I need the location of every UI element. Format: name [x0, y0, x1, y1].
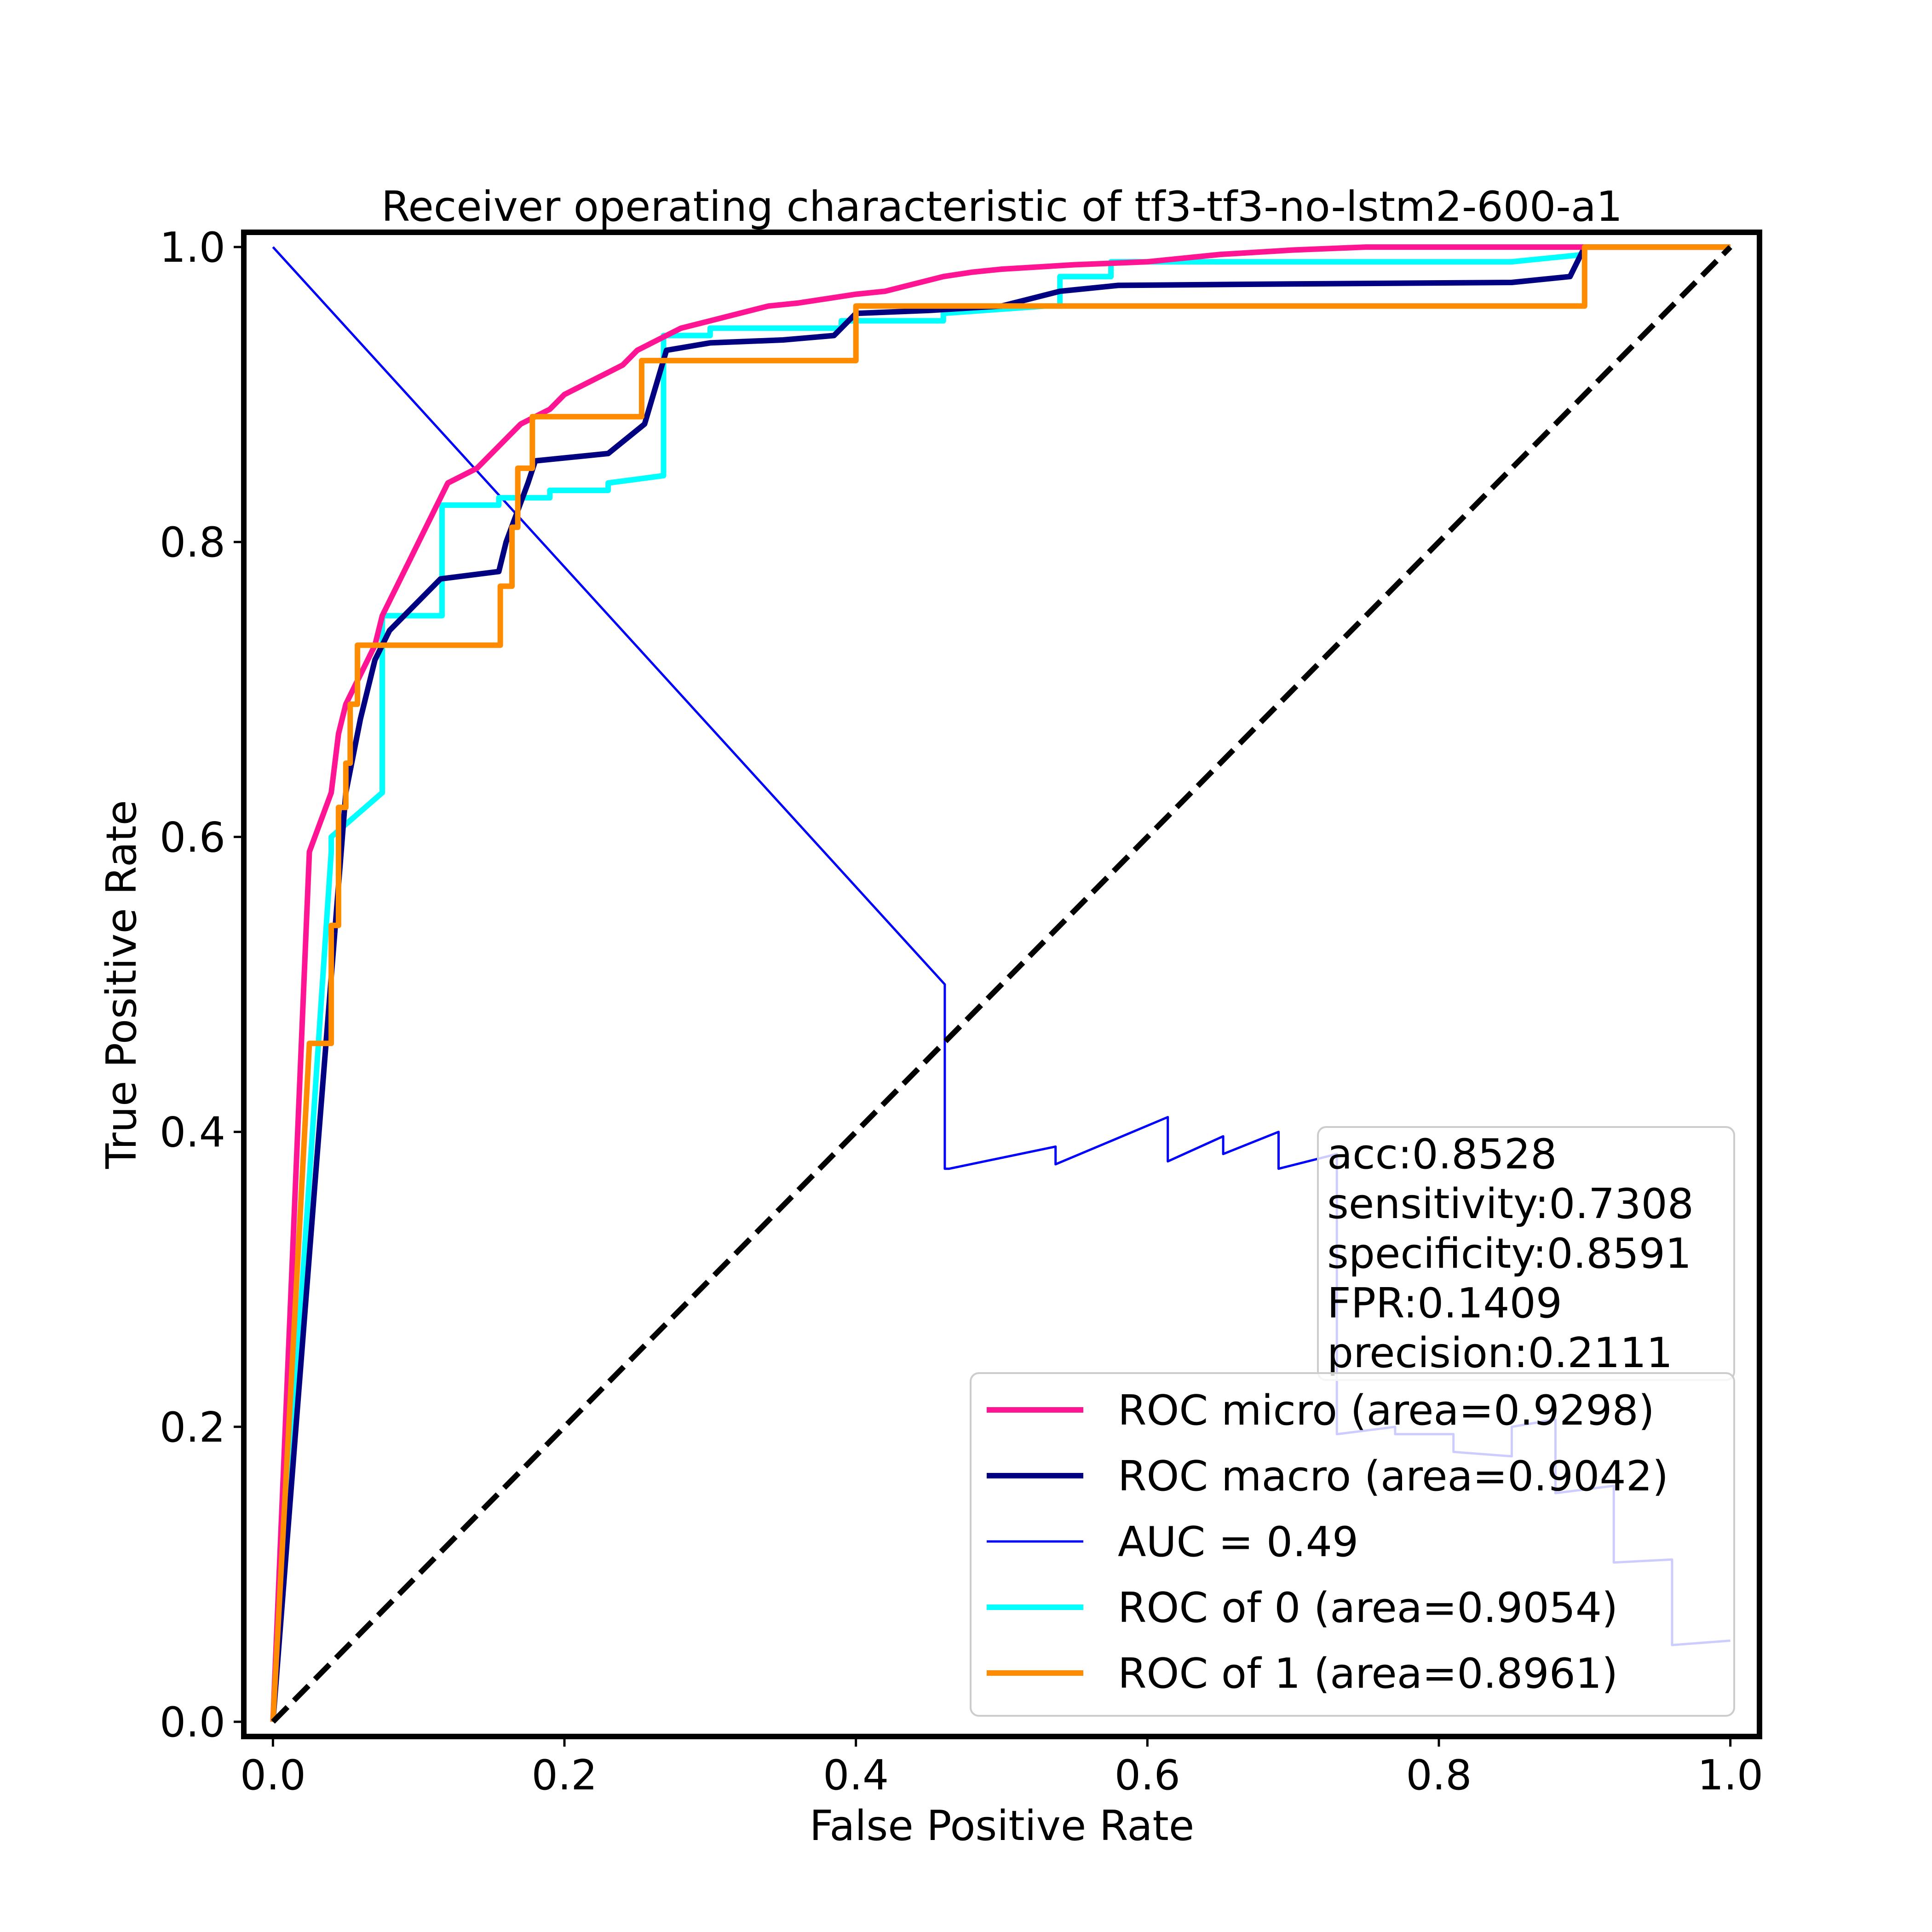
x-tick-label: 0.0 [240, 1751, 306, 1800]
stats-precision: precision:0.2111 [1327, 1329, 1673, 1377]
y-axis-label: True Positive Rate [98, 800, 146, 1169]
series-line-4 [270, 244, 1731, 1722]
plot-area [270, 244, 1732, 1724]
stats-fpr: FPR:0.1409 [1327, 1279, 1562, 1328]
legend-label: ROC of 1 (area=0.8961) [1118, 1650, 1618, 1698]
chance-diagonal [271, 245, 1732, 1724]
y-tick-label: 1.0 [160, 224, 225, 272]
x-axis-label: False Positive Rate [810, 1802, 1194, 1850]
series-line-0 [270, 244, 1731, 1722]
y-tick-label: 0.4 [160, 1109, 225, 1157]
legend-label: ROC macro (area=0.9042) [1118, 1452, 1668, 1501]
chart-title: Receiver operating characteristic of tf3… [381, 183, 1622, 231]
x-tick-label: 1.0 [1697, 1751, 1763, 1800]
legend-label: ROC of 0 (area=0.9054) [1118, 1584, 1618, 1632]
legend-frame [970, 1372, 1735, 1717]
stats-box: acc:0.8528 sensitivity:0.7308 specificit… [1317, 1126, 1735, 1381]
legend-label: ROC micro (area=0.9298) [1118, 1386, 1655, 1435]
y-tick-label: 0.6 [160, 813, 225, 862]
stats-acc: acc:0.8528 [1327, 1130, 1557, 1179]
x-tick-label: 0.2 [531, 1751, 597, 1800]
legend: ROC micro (area=0.9298) ROC macro (area=0… [970, 1372, 1735, 1717]
x-tick-label: 0.6 [1115, 1751, 1180, 1800]
stats-sensitivity: sensitivity:0.7308 [1327, 1180, 1694, 1228]
y-tick-label: 0.0 [160, 1698, 225, 1747]
axis-ticks: 0.0 0.2 0.4 0.6 0.8 1.0 0.0 0.2 0.4 0.6 0.8 1.0 [160, 224, 1763, 1800]
legend-label: AUC = 0.49 [1118, 1518, 1358, 1566]
plot-frame [241, 230, 1762, 1739]
x-tick-label: 0.8 [1406, 1751, 1472, 1800]
y-tick-label: 0.2 [160, 1403, 225, 1452]
stats-specificity: specificity:0.8591 [1327, 1230, 1691, 1278]
x-tick-label: 0.4 [823, 1751, 889, 1800]
y-tick-label: 0.8 [160, 518, 225, 567]
